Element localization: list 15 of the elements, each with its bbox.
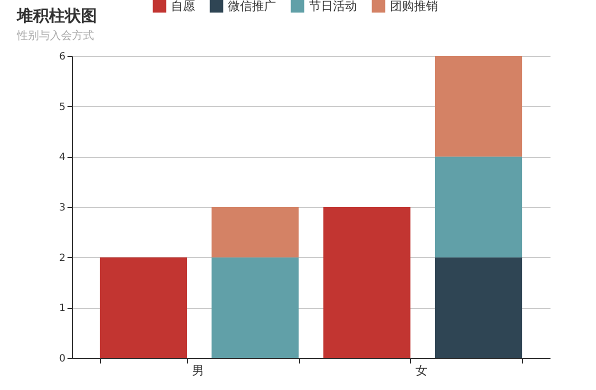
y-tick-label: 0 [59,354,66,364]
chart-title: 堆积柱状图 [16,6,97,25]
y-tick-label: 1 [59,303,66,314]
x-tick-label: 女 [415,364,428,378]
legend-label: 团购推销 [390,0,438,13]
x-tick-label: 男 [192,364,204,378]
legend-label: 自愿 [171,0,195,13]
y-tick-label: 4 [59,152,66,164]
legend-label: 微信推广 [228,0,276,13]
y-tick-label: 6 [59,52,66,62]
y-tick-label: 2 [59,252,66,264]
chart-subtitle: 性别与入会方式 [16,29,94,42]
legend-label: 节日活动 [309,0,357,13]
y-tick-label: 3 [59,202,66,214]
y-tick-label: 5 [59,102,66,113]
